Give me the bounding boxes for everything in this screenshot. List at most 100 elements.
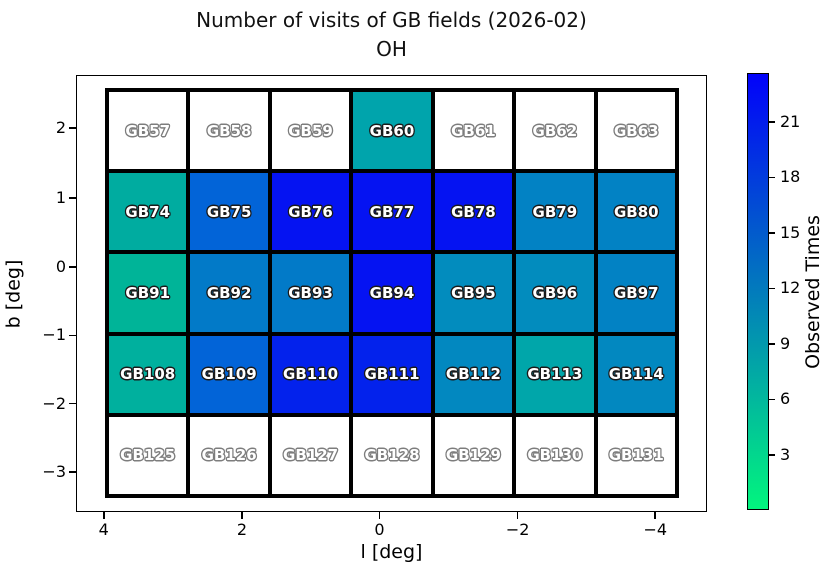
y-tick-mark: [69, 266, 76, 268]
chart-title: Number of visits of GB fields (2026-02): [196, 8, 587, 32]
colorbar-tick-mark: [769, 398, 775, 401]
chart-subtitle: OH: [376, 37, 407, 61]
colorbar-tick-mark: [769, 121, 775, 123]
y-tick-label: −2: [42, 393, 66, 413]
x-tick-label: 2: [236, 520, 248, 539]
grid-cell-GB92: GB92: [188, 252, 270, 334]
grid-cell-GB59: GB59: [269, 90, 352, 172]
colorbar-tick-label: 21: [780, 111, 801, 131]
cell-label: GB63: [613, 121, 659, 140]
grid-cell-GB57: GB57: [107, 90, 189, 172]
cell-label: GB93: [288, 283, 333, 302]
cell-label: GB57: [125, 121, 171, 140]
x-tick-label: 4: [98, 520, 109, 539]
colorbar-label: Observed Times: [795, 73, 831, 510]
grid-cell-GB113: GB113: [514, 333, 596, 415]
grid-cell-GB63: GB63: [595, 90, 677, 172]
y-tick-mark: [69, 196, 76, 199]
cell-label: GB97: [613, 283, 659, 302]
cell-label: GB129: [445, 446, 501, 465]
cell-label: GB79: [532, 202, 578, 221]
grid-cell-GB130: GB130: [514, 414, 596, 496]
grid-cell-GB93: GB93: [269, 252, 352, 334]
x-tick-mark: [378, 512, 381, 519]
x-tick-label: −4: [643, 520, 668, 539]
cell-label: GB78: [451, 202, 496, 221]
y-axis-label: b [deg]: [0, 75, 30, 512]
cell-label: GB108: [120, 365, 176, 384]
grid-cell-GB128: GB128: [351, 414, 433, 496]
cell-label: GB91: [125, 283, 171, 302]
y-tick-label: −3: [42, 461, 66, 481]
cell-label: GB95: [451, 283, 496, 302]
colorbar-tick-mark: [769, 454, 775, 456]
cell-label: GB61: [451, 121, 496, 140]
x-axis-label: l [deg]: [360, 541, 423, 563]
cell-label: GB62: [532, 121, 578, 140]
x-tick-mark: [516, 512, 519, 519]
grid-cell-GB108: GB108: [107, 333, 189, 415]
cell-label: GB125: [120, 446, 176, 465]
grid-cell-GB60: GB60: [351, 90, 433, 172]
grid-cell-GB96: GB96: [514, 252, 596, 334]
cell-label: GB58: [206, 121, 252, 140]
cell-label: GB127: [283, 446, 339, 465]
colorbar-tick-mark: [769, 343, 775, 345]
grid-cell-GB94: GB94: [351, 252, 433, 334]
grid-cell-GB77: GB77: [351, 171, 433, 253]
grid-cell-GB112: GB112: [432, 333, 515, 415]
grid-cell-GB76: GB76: [269, 171, 352, 253]
grid-cell-GB129: GB129: [432, 414, 515, 496]
colorbar-tick-mark: [769, 176, 775, 179]
cell-label: GB80: [613, 202, 659, 221]
colorbar-tick-label: 9: [780, 333, 791, 353]
cell-label: GB128: [364, 446, 420, 465]
grid-cell-GB80: GB80: [595, 171, 677, 253]
colorbar-tick-label: 15: [780, 222, 801, 242]
grid-cell-GB79: GB79: [514, 171, 596, 253]
grid-cell-GB74: GB74: [107, 171, 189, 253]
cell-label: GB131: [608, 446, 664, 465]
x-tick-mark: [102, 512, 105, 519]
cell-label: GB76: [288, 202, 333, 221]
cell-label: GB75: [206, 202, 252, 221]
grid-cell-GB125: GB125: [107, 414, 189, 496]
cell-label: GB77: [369, 202, 415, 221]
colorbar-tick-label: 12: [780, 278, 801, 298]
colorbar-tick-mark: [769, 287, 775, 290]
y-axis-label-text: b [deg]: [2, 259, 24, 328]
grid-cell-GB111: GB111: [351, 333, 433, 415]
colorbar-label-text: Observed Times: [802, 214, 825, 369]
cell-label: GB109: [201, 365, 257, 384]
cell-label: GB74: [125, 202, 171, 221]
grid-cell-GB58: GB58: [188, 90, 270, 172]
y-tick-mark: [69, 402, 76, 405]
cell-label: GB59: [288, 121, 333, 140]
colorbar-tick-label: 6: [780, 389, 791, 409]
cell-label: GB111: [364, 365, 420, 384]
grid-cell-GB126: GB126: [188, 414, 270, 496]
cell-label: GB113: [527, 365, 583, 384]
grid-cell-GB127: GB127: [269, 414, 352, 496]
cell-label: GB110: [283, 365, 339, 384]
grid-cell-GB61: GB61: [432, 90, 515, 172]
cell-label: GB126: [201, 446, 257, 465]
y-tick-mark: [69, 127, 76, 129]
cell-label: GB114: [608, 365, 664, 384]
grid-cell-GB75: GB75: [188, 171, 270, 253]
cell-label: GB130: [527, 446, 583, 465]
cell-label: GB96: [532, 283, 578, 302]
cell-label: GB94: [369, 283, 415, 302]
grid-cell-GB95: GB95: [432, 252, 515, 334]
colorbar: [747, 73, 769, 510]
grid-cell-GB114: GB114: [595, 333, 677, 415]
grid-cell-GB78: GB78: [432, 171, 515, 253]
colorbar-tick-mark: [769, 232, 775, 234]
cell-label: GB60: [369, 121, 415, 140]
y-tick-mark: [69, 470, 76, 473]
grid-cell-GB131: GB131: [595, 414, 677, 496]
y-tick-label: 2: [55, 117, 66, 137]
colorbar-gradient: [748, 74, 768, 509]
colorbar-tick-label: 18: [780, 167, 801, 187]
